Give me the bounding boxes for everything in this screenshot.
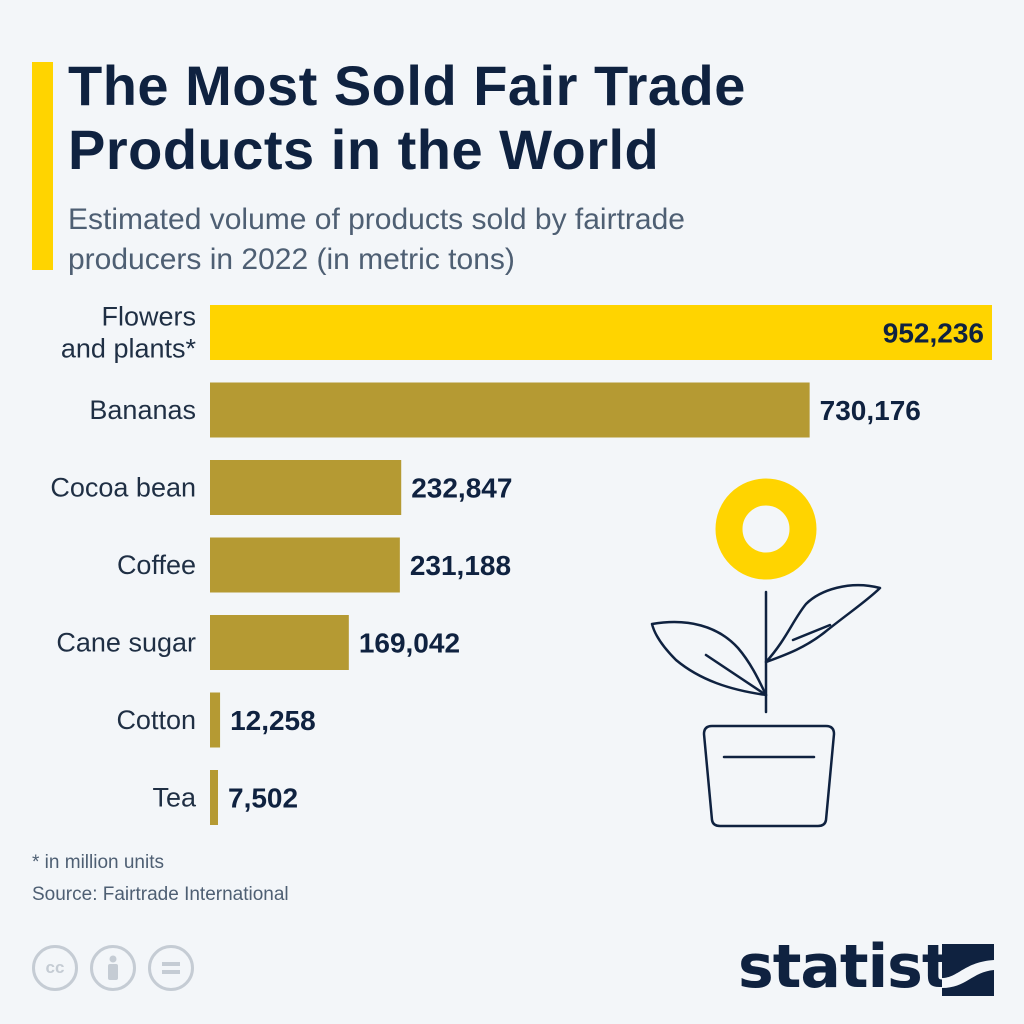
brand-logo-text[interactable]: statista (738, 932, 990, 1002)
value-label: 169,042 (359, 628, 460, 659)
cc-icon[interactable]: cc (32, 945, 78, 991)
category-label: Bananas (89, 395, 196, 425)
chart-title-line-1: The Most Sold Fair Trade (68, 54, 746, 117)
category-label: Flowers and plants* (61, 302, 197, 364)
category-label: Cane sugar (56, 628, 196, 658)
no-derivatives-icon[interactable] (148, 945, 194, 991)
bars-group: Flowers and plants* 952,236 Bananas 730,176 C… (50, 302, 992, 825)
bar-0 (210, 305, 992, 360)
bar-4 (210, 615, 349, 670)
category-label: Coffee (117, 550, 196, 580)
value-label: 730,176 (820, 395, 921, 426)
value-label: 232,847 (411, 473, 512, 504)
flower-head-icon (715, 478, 817, 580)
bar-6 (210, 770, 218, 825)
chart-title: The Most Sold Fair Trade Products in the… (68, 54, 1008, 182)
category-label: Tea (152, 783, 197, 813)
value-label: 952,236 (883, 318, 984, 349)
attribution-icon[interactable] (90, 945, 136, 991)
category-label: Cotton (116, 705, 196, 735)
value-label: 231,188 (410, 550, 511, 581)
license-icons: cc (32, 945, 194, 991)
pot-icon (702, 724, 836, 828)
left-leaf-icon (650, 620, 768, 697)
value-label: 12,258 (230, 705, 316, 736)
bar-1 (210, 382, 810, 438)
footnote: * in million units (32, 852, 164, 873)
right-leaf-icon (764, 583, 882, 664)
chart-subtitle-line-1: Estimated volume of products sold by fai… (68, 203, 685, 236)
value-label: 7,502 (228, 783, 298, 814)
category-label: Cocoa bean (50, 473, 196, 503)
bar-2 (210, 460, 402, 515)
bar-5 (210, 692, 221, 748)
title-accent-bar (32, 62, 53, 270)
potted-plant-icon (650, 478, 882, 828)
statista-logo-icon[interactable] (942, 944, 994, 996)
left-leaf-vein-icon (704, 653, 768, 697)
chart-subtitle: Estimated volume of products sold by fai… (68, 200, 1008, 280)
bar-chart: Flowers and plants* 952,236 Bananas 730,176 C… (50, 302, 992, 828)
chart-subtitle-line-2: producers in 2022 (in metric tons) (68, 243, 515, 276)
chart-title-line-2: Products in the World (68, 118, 660, 181)
right-leaf-vein-icon (791, 623, 832, 642)
bar-3 (210, 537, 400, 593)
source-note: Source: Fairtrade International (32, 884, 289, 905)
